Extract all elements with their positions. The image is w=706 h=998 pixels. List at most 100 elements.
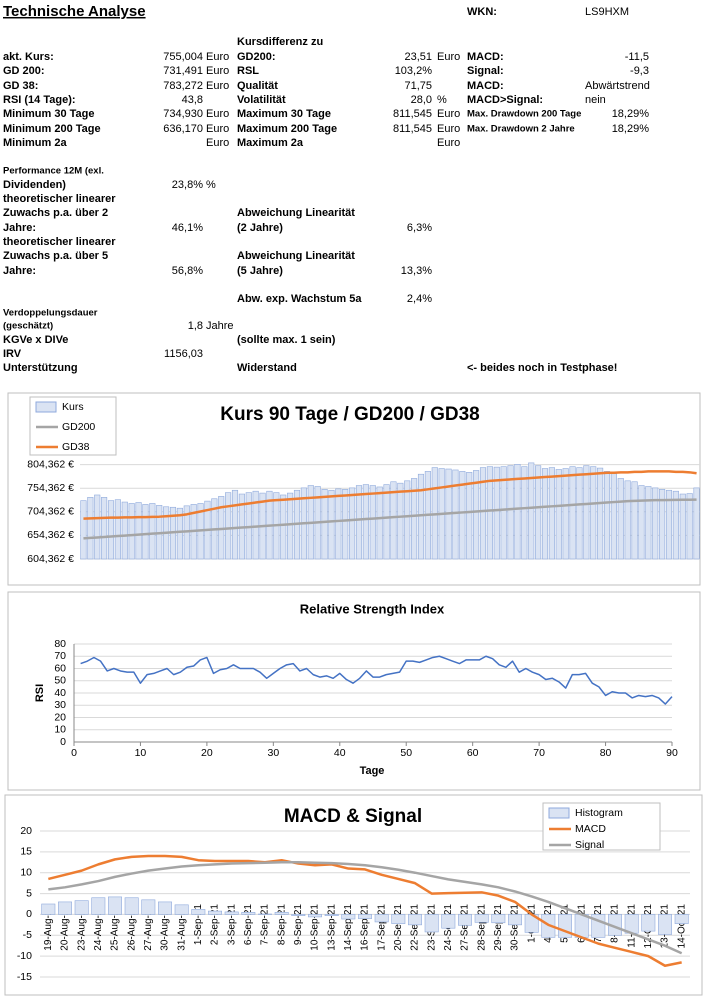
bar	[493, 466, 500, 560]
bar	[149, 503, 156, 560]
table-unit: Jahre	[206, 320, 234, 332]
x-tick-label: 28-Sep-21	[476, 904, 487, 951]
table-value: Abwärtstrend	[585, 80, 650, 92]
table-value: 811,545	[393, 123, 432, 135]
table-label: Max. Drawdown 2 Jahre	[467, 124, 575, 135]
bar	[508, 914, 522, 926]
y-tick-label: 0	[60, 736, 66, 748]
table-value: 2,4%	[407, 293, 432, 305]
table-label: KGVe x DIVe	[3, 334, 68, 346]
legend-label: Histogram	[575, 807, 623, 819]
bar	[597, 467, 604, 560]
bar	[562, 468, 569, 560]
table-value: 46,1%	[172, 222, 203, 234]
chart-title: Kurs 90 Tage / GD200 / GD38	[220, 404, 479, 425]
table-label: Qualität	[237, 80, 278, 92]
x-tick-label: 24-Aug-21	[93, 904, 104, 951]
x-tick-label: 2-Sep-21	[210, 904, 221, 946]
bar	[374, 914, 389, 923]
bar	[291, 914, 306, 916]
bar	[521, 466, 528, 560]
bar	[679, 493, 686, 560]
table-label: Dividenden)	[3, 179, 66, 191]
bar	[404, 480, 411, 560]
chart-title: MACD & Signal	[284, 806, 422, 827]
table-value: 13,3%	[401, 265, 432, 277]
bar	[645, 486, 652, 560]
legend-swatch	[548, 807, 570, 819]
bar	[321, 489, 328, 560]
table-label: theoretischer linearer	[3, 236, 116, 248]
line	[80, 655, 673, 705]
bar	[224, 911, 239, 915]
bar	[231, 489, 239, 560]
line	[48, 861, 683, 955]
y-tick-label: 754,362 €	[27, 482, 74, 494]
bar	[335, 488, 342, 560]
line	[48, 854, 682, 967]
y-tick-label: 50	[54, 675, 66, 687]
bar	[158, 901, 172, 915]
bar	[583, 465, 590, 560]
x-tick-label: 10	[135, 747, 147, 759]
table-label: Maximum 2a	[237, 137, 304, 149]
table-label: (2 Jahre)	[237, 222, 283, 234]
bar	[376, 486, 383, 560]
bar	[128, 503, 135, 560]
table-label: (5 Jahre)	[237, 265, 283, 277]
table-value: 636,170	[163, 123, 203, 135]
table-label: MACD:	[467, 51, 504, 63]
bar	[555, 469, 562, 560]
x-tick-label: 19-Aug-21	[43, 904, 54, 951]
x-tick-label: 70	[533, 747, 545, 759]
x-tick-label: 13-Sep-21	[326, 904, 337, 951]
bar	[624, 480, 631, 560]
table-value: 71,75	[404, 80, 432, 92]
x-tick-label: 17-Sep-21	[376, 904, 387, 951]
table-label: MACD>Signal:	[467, 94, 543, 106]
table-label: Minimum 2a	[3, 137, 67, 149]
bar	[355, 485, 363, 560]
table-label: Unterstützung	[3, 362, 78, 374]
x-tick-label: 20-Aug-21	[60, 904, 71, 951]
table-label: GD200:	[237, 51, 276, 63]
table-label: (sollte max. 1 sein)	[237, 334, 336, 346]
bar	[674, 914, 689, 924]
line	[83, 470, 697, 520]
table-label: Minimum 30 Tage	[3, 108, 94, 120]
bar	[280, 494, 287, 560]
bar	[252, 490, 259, 560]
table-label: Minimum 200 Tage	[3, 123, 101, 135]
table-label: (geschätzt)	[3, 321, 53, 332]
bar	[58, 901, 72, 915]
table-value: -9,3	[630, 65, 649, 77]
table-label: theoretischer linearer	[3, 193, 116, 205]
bar	[390, 481, 397, 560]
bar	[652, 487, 659, 560]
bar	[631, 481, 638, 560]
bar	[424, 914, 439, 933]
x-tick-label: 6-Sep-21	[243, 904, 254, 946]
legend-label: Kurs	[62, 401, 84, 413]
x-tick-label: 20	[201, 747, 213, 759]
y-tick-label: 20	[54, 711, 66, 723]
bar	[114, 499, 121, 560]
bar	[176, 507, 183, 560]
bar	[342, 489, 349, 560]
bar	[108, 896, 122, 915]
table-label: Widerstand	[237, 362, 297, 374]
y-tick-label: 5	[26, 887, 32, 899]
bar	[541, 468, 549, 560]
table-label: GD 38:	[3, 80, 38, 92]
table-label: Performance 12M (exl.	[3, 166, 104, 177]
table-unit: Euro	[206, 137, 229, 149]
bar	[603, 471, 611, 560]
table-value: 811,545	[393, 108, 432, 120]
bar	[491, 914, 506, 924]
bar	[535, 465, 542, 560]
y-tick-label: 604,362 €	[27, 553, 74, 565]
x-tick-label: 29-Sep-21	[493, 904, 504, 951]
bar	[80, 500, 87, 560]
table-value: 28,0	[411, 94, 432, 106]
bar	[590, 466, 597, 560]
